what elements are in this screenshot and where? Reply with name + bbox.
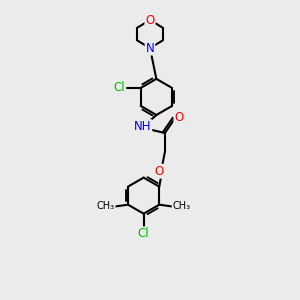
Text: NH: NH — [134, 120, 151, 133]
Text: O: O — [154, 165, 164, 178]
Text: Cl: Cl — [138, 227, 149, 240]
Text: Cl: Cl — [114, 81, 125, 94]
Text: O: O — [175, 111, 184, 124]
Text: CH₃: CH₃ — [97, 201, 115, 211]
Text: CH₃: CH₃ — [172, 201, 190, 211]
Text: O: O — [146, 14, 154, 27]
Text: N: N — [146, 42, 154, 55]
